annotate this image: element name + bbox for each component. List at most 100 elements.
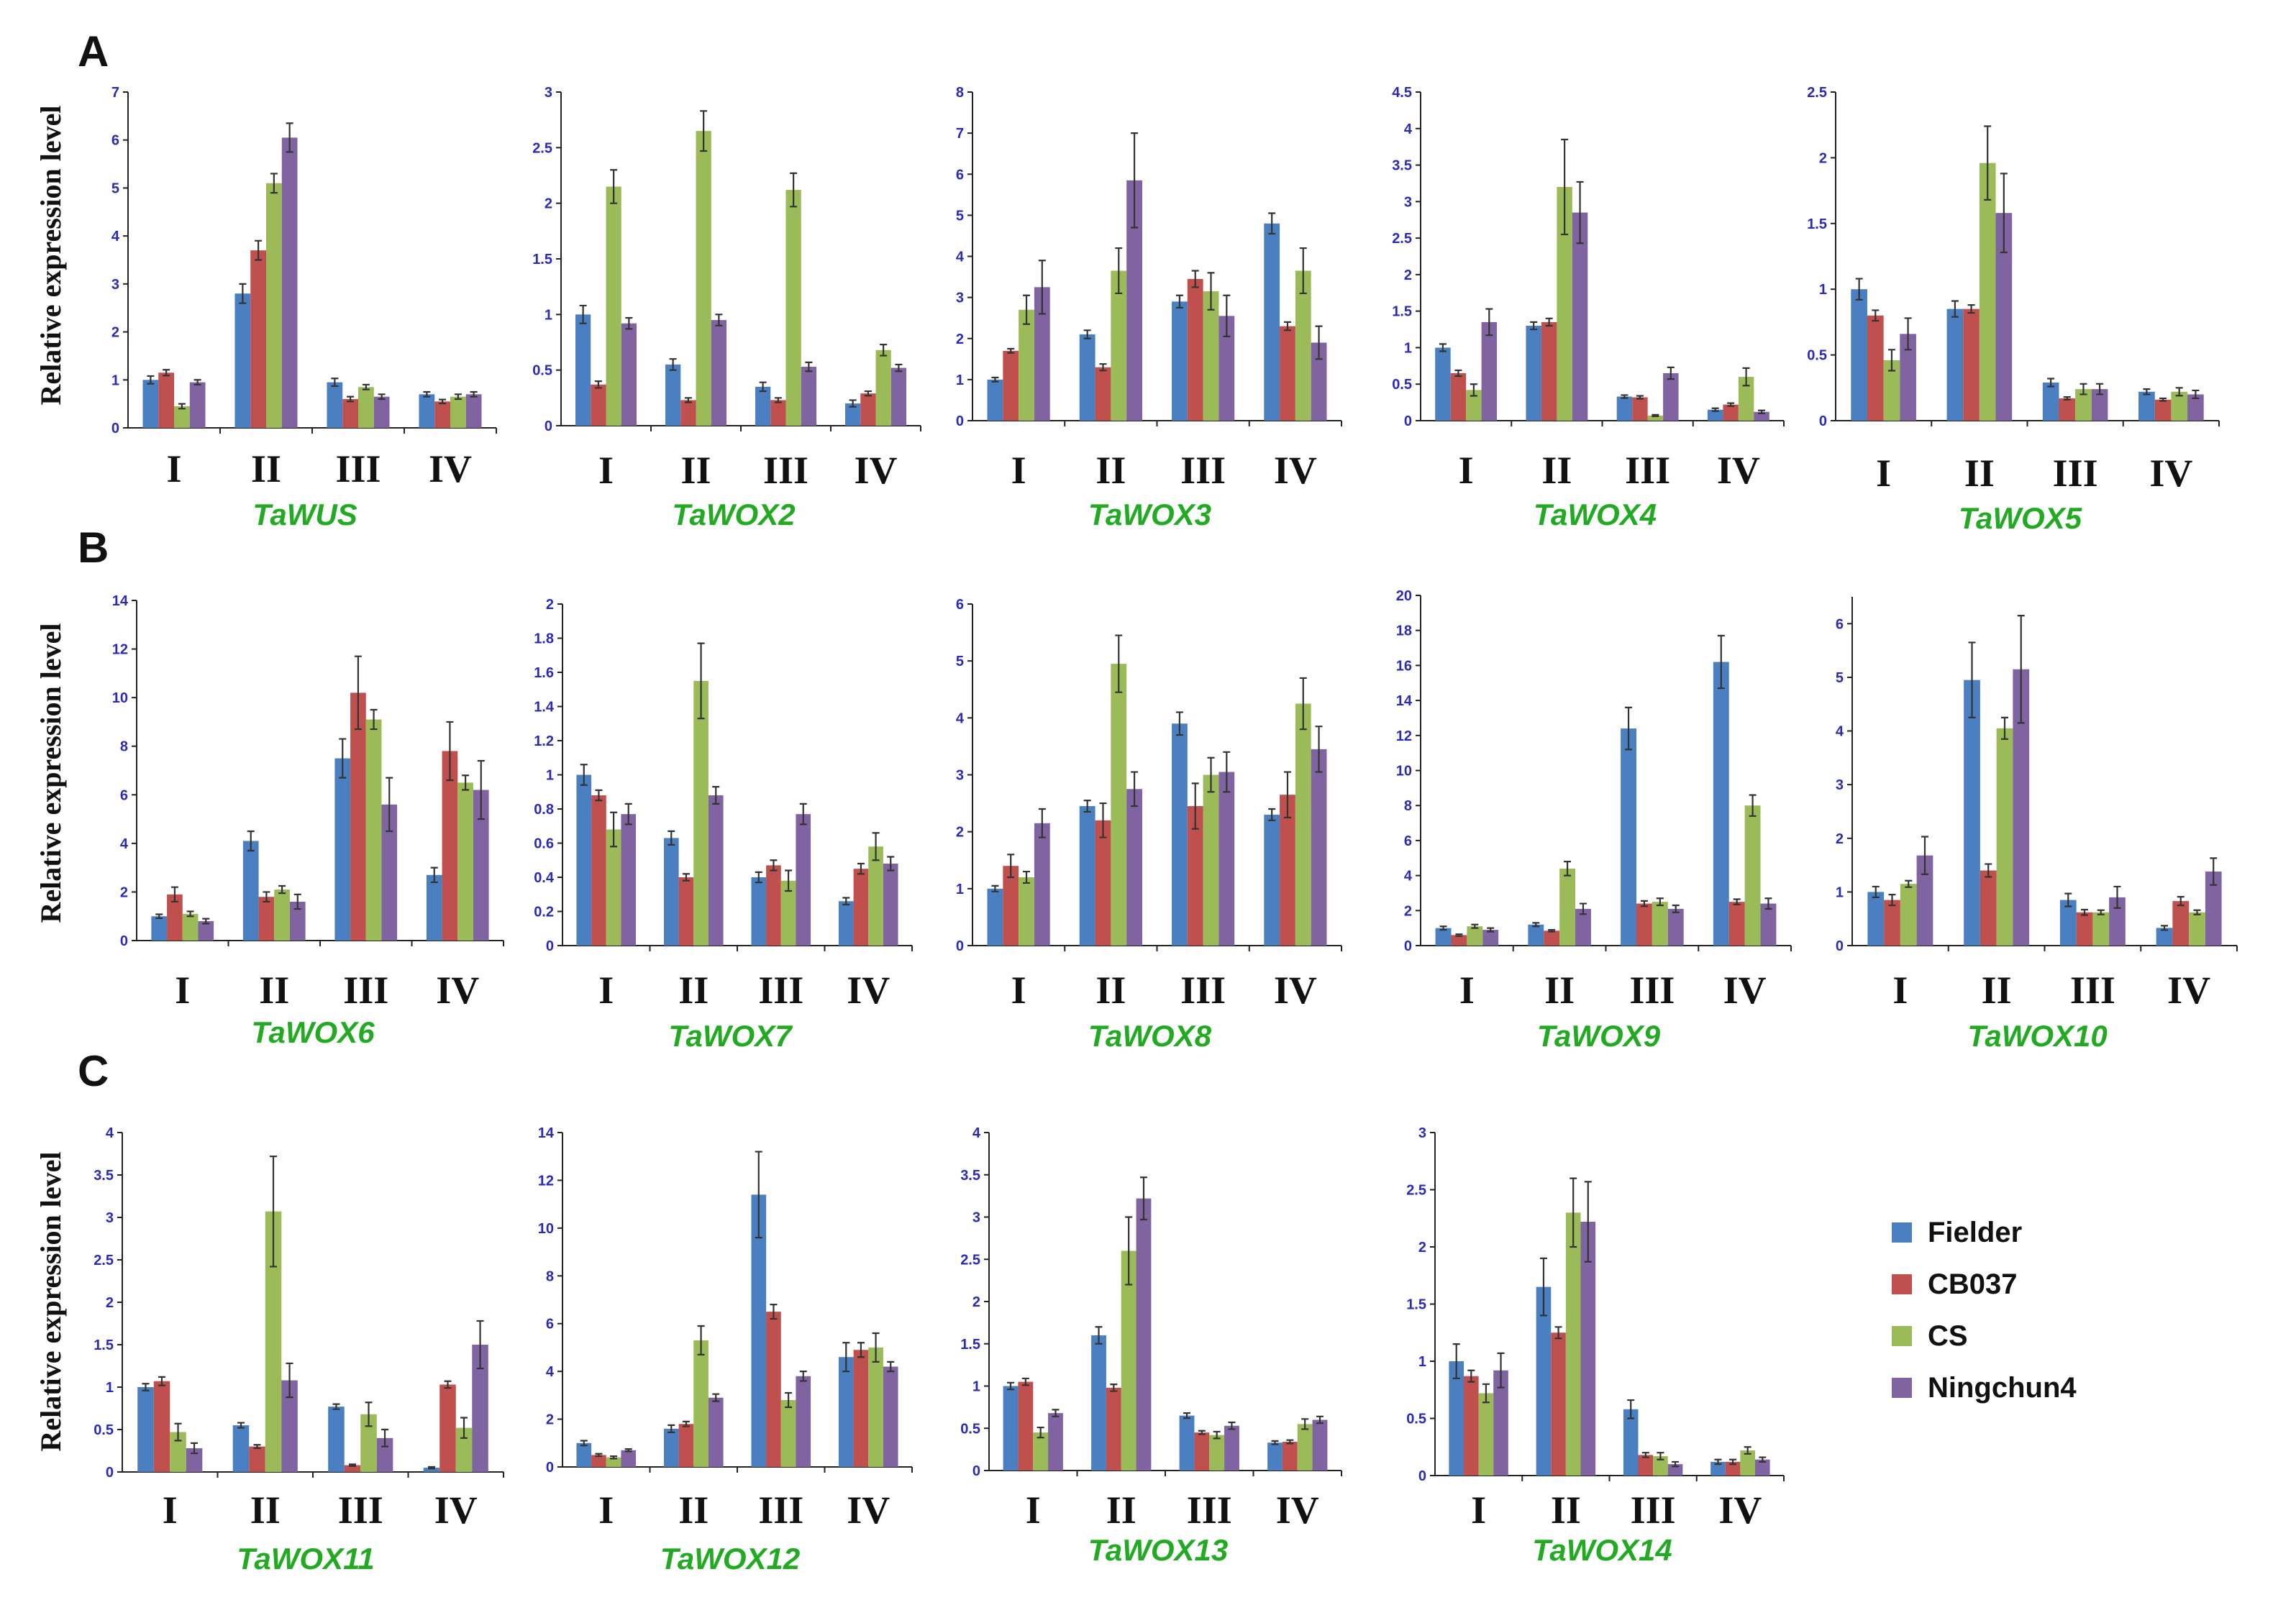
chart-title: TaWOX13 — [1088, 1533, 1229, 1567]
y-tick-label: 3 — [1404, 194, 1412, 210]
bar-cs-i — [1478, 1393, 1494, 1476]
y-tick-label: 1 — [546, 768, 554, 784]
error-bar-cs-i — [1470, 383, 1477, 397]
x-tick-label: III — [1180, 449, 1226, 492]
y-tick-label: 1.5 — [1406, 1297, 1426, 1313]
error-bar-fielder-ii — [1083, 329, 1091, 339]
error-bar-cs-iii — [362, 383, 370, 390]
x-tick-label: II — [1982, 969, 2012, 1012]
bar-cb037-iii — [1638, 1455, 1654, 1476]
error-bar-fielder-i — [1007, 1381, 1015, 1391]
bar-cb037-ii — [258, 897, 275, 941]
error-bar-cs-iii — [370, 708, 378, 731]
x-tick-label: III — [2053, 452, 2098, 495]
x-tick-label: II — [259, 969, 289, 1012]
error-bar-ningchun4-ii — [1576, 180, 1584, 244]
bar-cs-ii — [1557, 187, 1572, 421]
bar-ningchun4-ii — [289, 901, 306, 941]
y-tick-label: 6 — [1404, 833, 1412, 849]
bar-cb037-iii — [342, 398, 358, 428]
bar-cs-iii — [785, 190, 801, 426]
y-tick-label: 2 — [1819, 150, 1827, 166]
error-bar-cs-i — [610, 169, 618, 204]
x-tick-label: I — [1876, 452, 1891, 495]
y-tick-label: 1.8 — [534, 631, 554, 647]
y-tick-label: 2 — [111, 325, 119, 341]
y-tick-label: 3 — [1836, 777, 1844, 793]
y-tick-label: 12 — [538, 1173, 554, 1189]
bar-ningchun4-ii — [711, 320, 726, 426]
error-bar-fielder-iv — [1271, 1440, 1279, 1445]
error-bar-cs-ii — [1115, 247, 1123, 295]
error-bar-cs-iii — [2097, 909, 2105, 915]
x-tick-label: II — [1551, 1489, 1581, 1532]
error-bar-ningchun4-iii — [805, 361, 813, 372]
y-tick-label: 6 — [120, 787, 128, 803]
x-tick-label: IV — [1274, 969, 1317, 1012]
y-tick-label: 0.5 — [1392, 377, 1412, 393]
error-bar-ningchun4-iii — [1228, 1421, 1236, 1430]
bar-fielder-i — [142, 380, 159, 428]
error-bar-fielder-ii — [1530, 321, 1538, 331]
bar-cs-i — [1033, 1432, 1049, 1471]
x-tick-label: II — [1541, 449, 1572, 492]
x-tick-label: IV — [854, 449, 897, 492]
error-bar-fielder-ii — [668, 1424, 675, 1433]
error-bar-cb037-ii — [684, 397, 692, 403]
bar-fielder-iv — [1264, 814, 1280, 946]
y-tick-label: 3.5 — [94, 1168, 114, 1184]
bar-cs-ii — [1565, 1212, 1581, 1476]
error-bar-cs-iv — [2193, 909, 2201, 915]
error-bar-cs-iv — [880, 343, 888, 357]
bar-fielder-iii — [1616, 396, 1633, 421]
y-tick-label: 0.5 — [960, 1421, 980, 1437]
error-bar-ningchun4-ii — [286, 1362, 293, 1399]
bar-cs-iv — [450, 396, 466, 428]
y-tick-label: 10 — [538, 1221, 554, 1237]
y-tick-label: 1.5 — [1392, 304, 1412, 320]
error-bar-cb037-iv — [1733, 898, 1741, 905]
y-tick-label: 2.5 — [1406, 1183, 1426, 1199]
x-tick-label: I — [175, 969, 190, 1012]
x-tick-label: I — [1026, 1489, 1041, 1532]
y-tick-label: 5 — [956, 654, 964, 669]
y-tick-label: 4 — [972, 1125, 981, 1141]
y-tick-label: 0 — [972, 1463, 980, 1479]
error-bar-ningchun4-ii — [293, 893, 301, 910]
error-bar-fielder-ii — [668, 830, 675, 846]
bar-ningchun4-iv — [1311, 342, 1327, 421]
x-tick-label: IV — [1276, 1489, 1319, 1532]
y-tick-label: 2.5 — [1807, 85, 1827, 101]
y-tick-label: 1.5 — [1807, 216, 1827, 232]
error-bar-cs-i — [186, 910, 194, 918]
bar-fielder-i — [575, 314, 591, 426]
x-tick-label: IV — [1274, 449, 1317, 492]
y-tick-label: 2 — [546, 597, 554, 613]
error-bar-ningchun4-iv — [1758, 409, 1766, 414]
legend-swatch-ningchun4 — [1892, 1378, 1912, 1398]
y-tick-label: 1 — [1836, 884, 1844, 900]
axes — [1420, 595, 1791, 946]
bar-ningchun4-iii — [801, 367, 816, 426]
bar-ningchun4-iv — [472, 1345, 488, 1472]
legend-swatch-cs — [1892, 1326, 1912, 1346]
bar-cs-iv — [868, 846, 883, 946]
bar-ningchun4-ii — [708, 795, 724, 946]
legend-swatch-fielder — [1892, 1222, 1912, 1243]
bar-fielder-ii — [1536, 1286, 1552, 1476]
error-bar-fielder-iii — [1175, 294, 1183, 309]
bar-ningchun4-iv — [883, 1366, 898, 1467]
bar-fielder-iii — [328, 1407, 345, 1472]
bar-cb037-iv — [860, 393, 876, 426]
error-bar-cb037-i — [1021, 1377, 1029, 1386]
bar-cs-iv — [2171, 391, 2188, 421]
bar-ningchun4-iii — [1667, 1464, 1683, 1476]
x-tick-label: II — [1095, 449, 1126, 492]
error-bar-ningchun4-i — [625, 316, 633, 330]
bar-fielder-ii — [1079, 806, 1095, 946]
error-bar-ningchun4-i — [624, 1448, 632, 1453]
error-bar-cb037-ii — [1554, 1326, 1562, 1340]
x-tick-label: IV — [1723, 969, 1767, 1012]
error-bar-fielder-iv — [2161, 925, 2169, 931]
